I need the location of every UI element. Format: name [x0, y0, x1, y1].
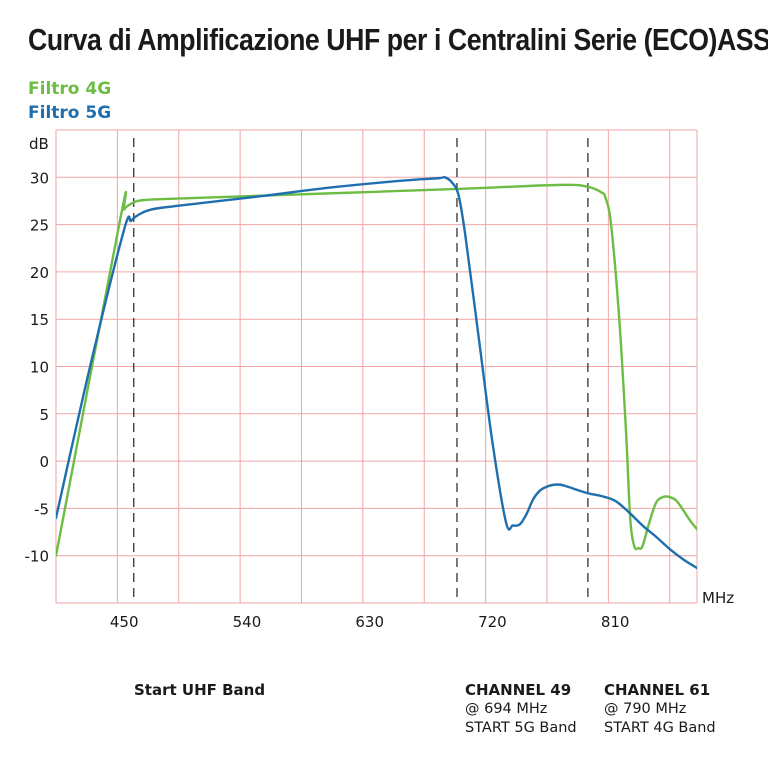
- x-tick-label: 810: [601, 613, 630, 631]
- x-tick-label: 630: [355, 613, 384, 631]
- annotation-channel-49-note: START 5G Band: [465, 720, 577, 736]
- y-tick-label: 25: [30, 217, 49, 235]
- y-tick-label: 5: [39, 406, 49, 424]
- series-line-filtro-5g: [56, 175, 697, 570]
- x-tick-label: 720: [478, 613, 507, 631]
- annotation-channel-61-note: START 4G Band: [604, 720, 716, 736]
- y-tick-label: -5: [34, 500, 49, 518]
- y-tick-label: 30: [30, 169, 49, 187]
- x-tick-label: 450: [110, 613, 139, 631]
- annotation-start-uhf: Start UHF Band: [134, 681, 265, 700]
- y-tick-label: 20: [30, 264, 49, 282]
- chart-title: Curva di Amplificazione UHF per i Centra…: [28, 22, 768, 57]
- y-tick-label: -10: [25, 548, 50, 566]
- series-line-filtro-4g: [56, 183, 697, 557]
- legend-item-filtro-5g: Filtro 5G: [28, 103, 112, 123]
- x-axis-label: MHz: [702, 589, 734, 607]
- annotation-start-uhf-heading: Start UHF Band: [134, 681, 266, 699]
- y-tick-label: 10: [30, 359, 49, 377]
- annotation-channel-61-freq: @ 790 MHz: [604, 701, 687, 717]
- grid: [55, 129, 698, 604]
- annotation-channel-61: CHANNEL 61 @ 790 MHz START 4G Band: [604, 681, 716, 738]
- y-tick-label: 15: [30, 311, 49, 329]
- x-tick-label: 540: [233, 613, 262, 631]
- legend-item-filtro-4g: Filtro 4G: [28, 79, 112, 99]
- series-lines: [56, 175, 697, 570]
- y-axis-label: dB: [29, 135, 49, 153]
- annotation-channel-49-freq: @ 694 MHz: [465, 701, 548, 717]
- band-markers: [133, 138, 589, 603]
- annotation-channel-61-heading: CHANNEL 61: [604, 681, 711, 699]
- y-tick-label: 0: [39, 453, 49, 471]
- annotation-channel-49: CHANNEL 49 @ 694 MHz START 5G Band: [465, 681, 577, 738]
- annotation-channel-49-heading: CHANNEL 49: [465, 681, 572, 699]
- tick-labels: 30 25 20 15 10 5 0 -5 -10 450 540 630 720 810 dB MHz: [25, 135, 735, 631]
